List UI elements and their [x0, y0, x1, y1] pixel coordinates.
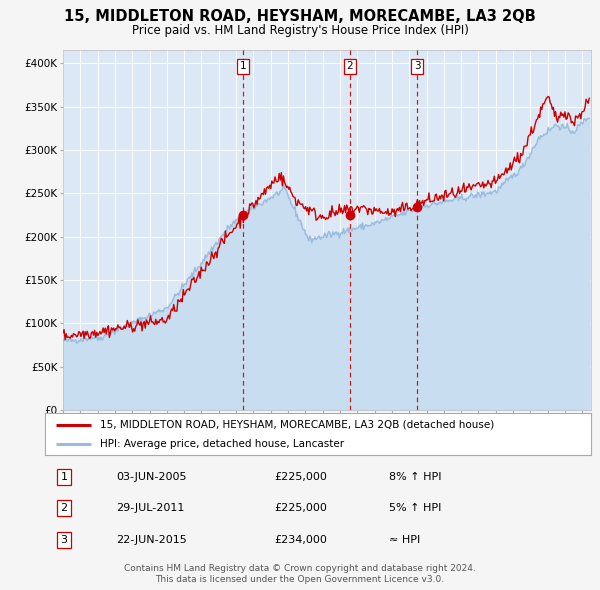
Text: 3: 3	[61, 535, 68, 545]
Text: 2: 2	[61, 503, 68, 513]
Text: £225,000: £225,000	[274, 472, 327, 482]
Text: £225,000: £225,000	[274, 503, 327, 513]
Text: 15, MIDDLETON ROAD, HEYSHAM, MORECAMBE, LA3 2QB: 15, MIDDLETON ROAD, HEYSHAM, MORECAMBE, …	[64, 9, 536, 24]
Text: 22-JUN-2015: 22-JUN-2015	[116, 535, 187, 545]
Text: 29-JUL-2011: 29-JUL-2011	[116, 503, 184, 513]
Text: 3: 3	[414, 61, 421, 71]
Text: 2: 2	[347, 61, 353, 71]
Text: Contains HM Land Registry data © Crown copyright and database right 2024.: Contains HM Land Registry data © Crown c…	[124, 564, 476, 573]
Text: £234,000: £234,000	[274, 535, 327, 545]
Text: 15, MIDDLETON ROAD, HEYSHAM, MORECAMBE, LA3 2QB (detached house): 15, MIDDLETON ROAD, HEYSHAM, MORECAMBE, …	[100, 420, 494, 430]
Text: 1: 1	[240, 61, 247, 71]
Text: This data is licensed under the Open Government Licence v3.0.: This data is licensed under the Open Gov…	[155, 575, 445, 584]
Text: 1: 1	[61, 472, 68, 482]
Text: 03-JUN-2005: 03-JUN-2005	[116, 472, 187, 482]
Text: 5% ↑ HPI: 5% ↑ HPI	[389, 503, 442, 513]
Text: 8% ↑ HPI: 8% ↑ HPI	[389, 472, 442, 482]
Text: Price paid vs. HM Land Registry's House Price Index (HPI): Price paid vs. HM Land Registry's House …	[131, 24, 469, 37]
Text: HPI: Average price, detached house, Lancaster: HPI: Average price, detached house, Lanc…	[100, 438, 344, 448]
Text: ≈ HPI: ≈ HPI	[389, 535, 420, 545]
